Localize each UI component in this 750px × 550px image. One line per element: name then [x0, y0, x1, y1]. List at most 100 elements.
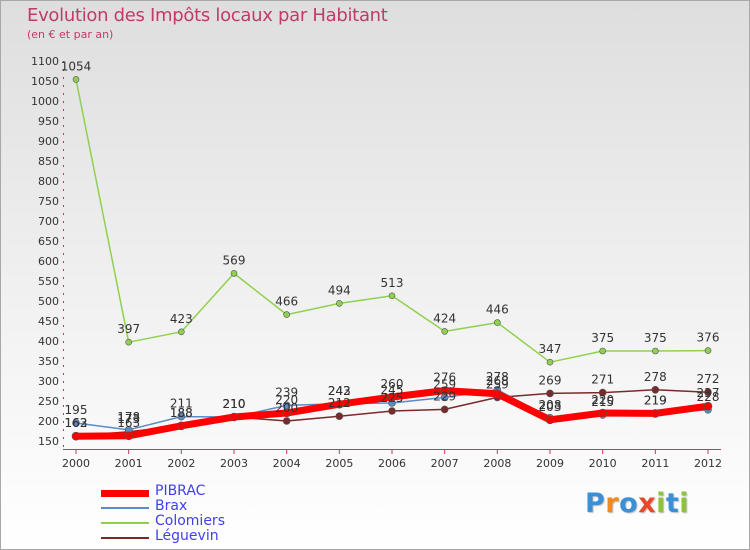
data-point [546, 358, 554, 366]
logo-letter: i [679, 488, 690, 519]
data-label: 239 [275, 385, 298, 399]
legend-item-brax: Brax [101, 498, 301, 515]
x-tick-label: 2004 [273, 457, 301, 470]
y-tick-label: 250 [38, 395, 59, 408]
data-label: 220 [275, 393, 298, 407]
data-point [282, 408, 291, 418]
data-point [652, 347, 659, 355]
data-point [704, 347, 712, 354]
data-label: 200 [275, 401, 298, 415]
data-point [440, 386, 449, 395]
legend-label: Colomiers [155, 513, 225, 529]
data-labels-layer: 1054 397 423 569 466 494 513 424 446 347 375 375 376… [61, 59, 720, 430]
data-point [177, 421, 186, 431]
data-point [72, 419, 80, 427]
series-pibrac [71, 386, 713, 441]
chart-title: Evolution des Impôts locaux par Habitant [27, 5, 388, 26]
data-label: 272 [697, 372, 720, 386]
data-point [651, 409, 660, 418]
legend-item-leguevin: Léguevin [101, 528, 301, 545]
data-point [178, 328, 185, 336]
logo-letter: P [585, 488, 606, 519]
x-tick-label: 2011 [641, 457, 669, 470]
y-tick-label: 900 [38, 135, 59, 148]
data-label: 237 [697, 386, 720, 400]
data-point [651, 385, 660, 394]
x-tick-label: 2005 [325, 457, 353, 470]
data-label: 212 [328, 396, 351, 410]
data-label: 163 [65, 416, 88, 430]
data-label: 245 [381, 383, 404, 397]
x-tick-label: 2010 [589, 457, 617, 470]
data-point [441, 328, 448, 335]
y-tick-label: 150 [38, 435, 59, 448]
data-label: 242 [328, 384, 351, 398]
legend-swatch [101, 489, 149, 497]
data-label: 278 [486, 370, 509, 384]
y-tick-label: 350 [38, 355, 59, 368]
y-tick-label: 500 [38, 295, 59, 308]
data-label: 228 [697, 390, 720, 404]
y-tick-label: 600 [38, 255, 59, 268]
data-label: 276 [433, 371, 456, 385]
data-point [545, 415, 555, 425]
legend-label: PIBRAC [155, 483, 206, 499]
y-tick-label: 1000 [31, 95, 59, 108]
data-point [282, 417, 291, 425]
data-label: 195 [65, 403, 88, 417]
y-tick-label: 650 [38, 235, 59, 248]
legend: PIBRAC Brax Colomiers Léguevin [101, 483, 301, 545]
data-label: 375 [644, 331, 667, 345]
data-label: 219 [644, 393, 667, 407]
data-point [335, 399, 344, 409]
data-point [598, 388, 607, 397]
x-tick-label: 2003 [220, 457, 248, 470]
x-tick-label: 2000 [62, 457, 90, 470]
data-label: 243 [328, 384, 351, 398]
data-point [229, 412, 239, 422]
data-label: 268 [486, 374, 509, 388]
data-point [72, 76, 80, 83]
data-label: 569 [223, 253, 246, 267]
axes: 150 200 250 300 350 400 450 500 550 600 650 700 750 8… [31, 55, 722, 470]
data-label: 208 [539, 398, 562, 412]
x-tick-label: 2006 [378, 457, 406, 470]
data-label: 446 [486, 303, 509, 317]
data-label: 163 [117, 416, 140, 430]
data-label: 211 [170, 397, 193, 411]
data-label: 271 [591, 373, 614, 387]
data-point [494, 319, 501, 326]
data-label: 178 [117, 410, 140, 424]
data-point [703, 401, 713, 411]
data-label: 513 [381, 276, 404, 290]
data-point [599, 347, 606, 355]
data-point [546, 389, 554, 398]
logo-letter: x [638, 488, 657, 519]
data-label: 220 [591, 393, 614, 407]
data-label: 225 [381, 391, 404, 405]
legend-swatch [101, 537, 149, 539]
data-label: 494 [328, 283, 351, 297]
chart-subtitle: (en € et par an) [27, 28, 114, 41]
logo-letter: r [605, 488, 620, 519]
data-label: 466 [275, 295, 298, 309]
data-label: 260 [381, 377, 404, 391]
data-point [124, 431, 133, 441]
data-label: 219 [644, 393, 667, 407]
data-label: 210 [223, 397, 246, 411]
y-tick-label: 550 [38, 275, 59, 288]
legend-swatch [101, 522, 149, 524]
y-tick-label: 300 [38, 375, 59, 388]
y-tick-label: 400 [38, 335, 59, 348]
data-point [177, 412, 186, 421]
series-layer [71, 76, 713, 441]
y-tick-label: 750 [38, 195, 59, 208]
x-tick-label: 2009 [536, 457, 564, 470]
data-point [336, 300, 343, 307]
legend-swatch [101, 507, 149, 509]
data-point [230, 270, 238, 277]
proxiti-logo: Proxiti [585, 488, 689, 519]
data-label: 215 [591, 395, 614, 409]
data-label: 375 [591, 331, 614, 345]
